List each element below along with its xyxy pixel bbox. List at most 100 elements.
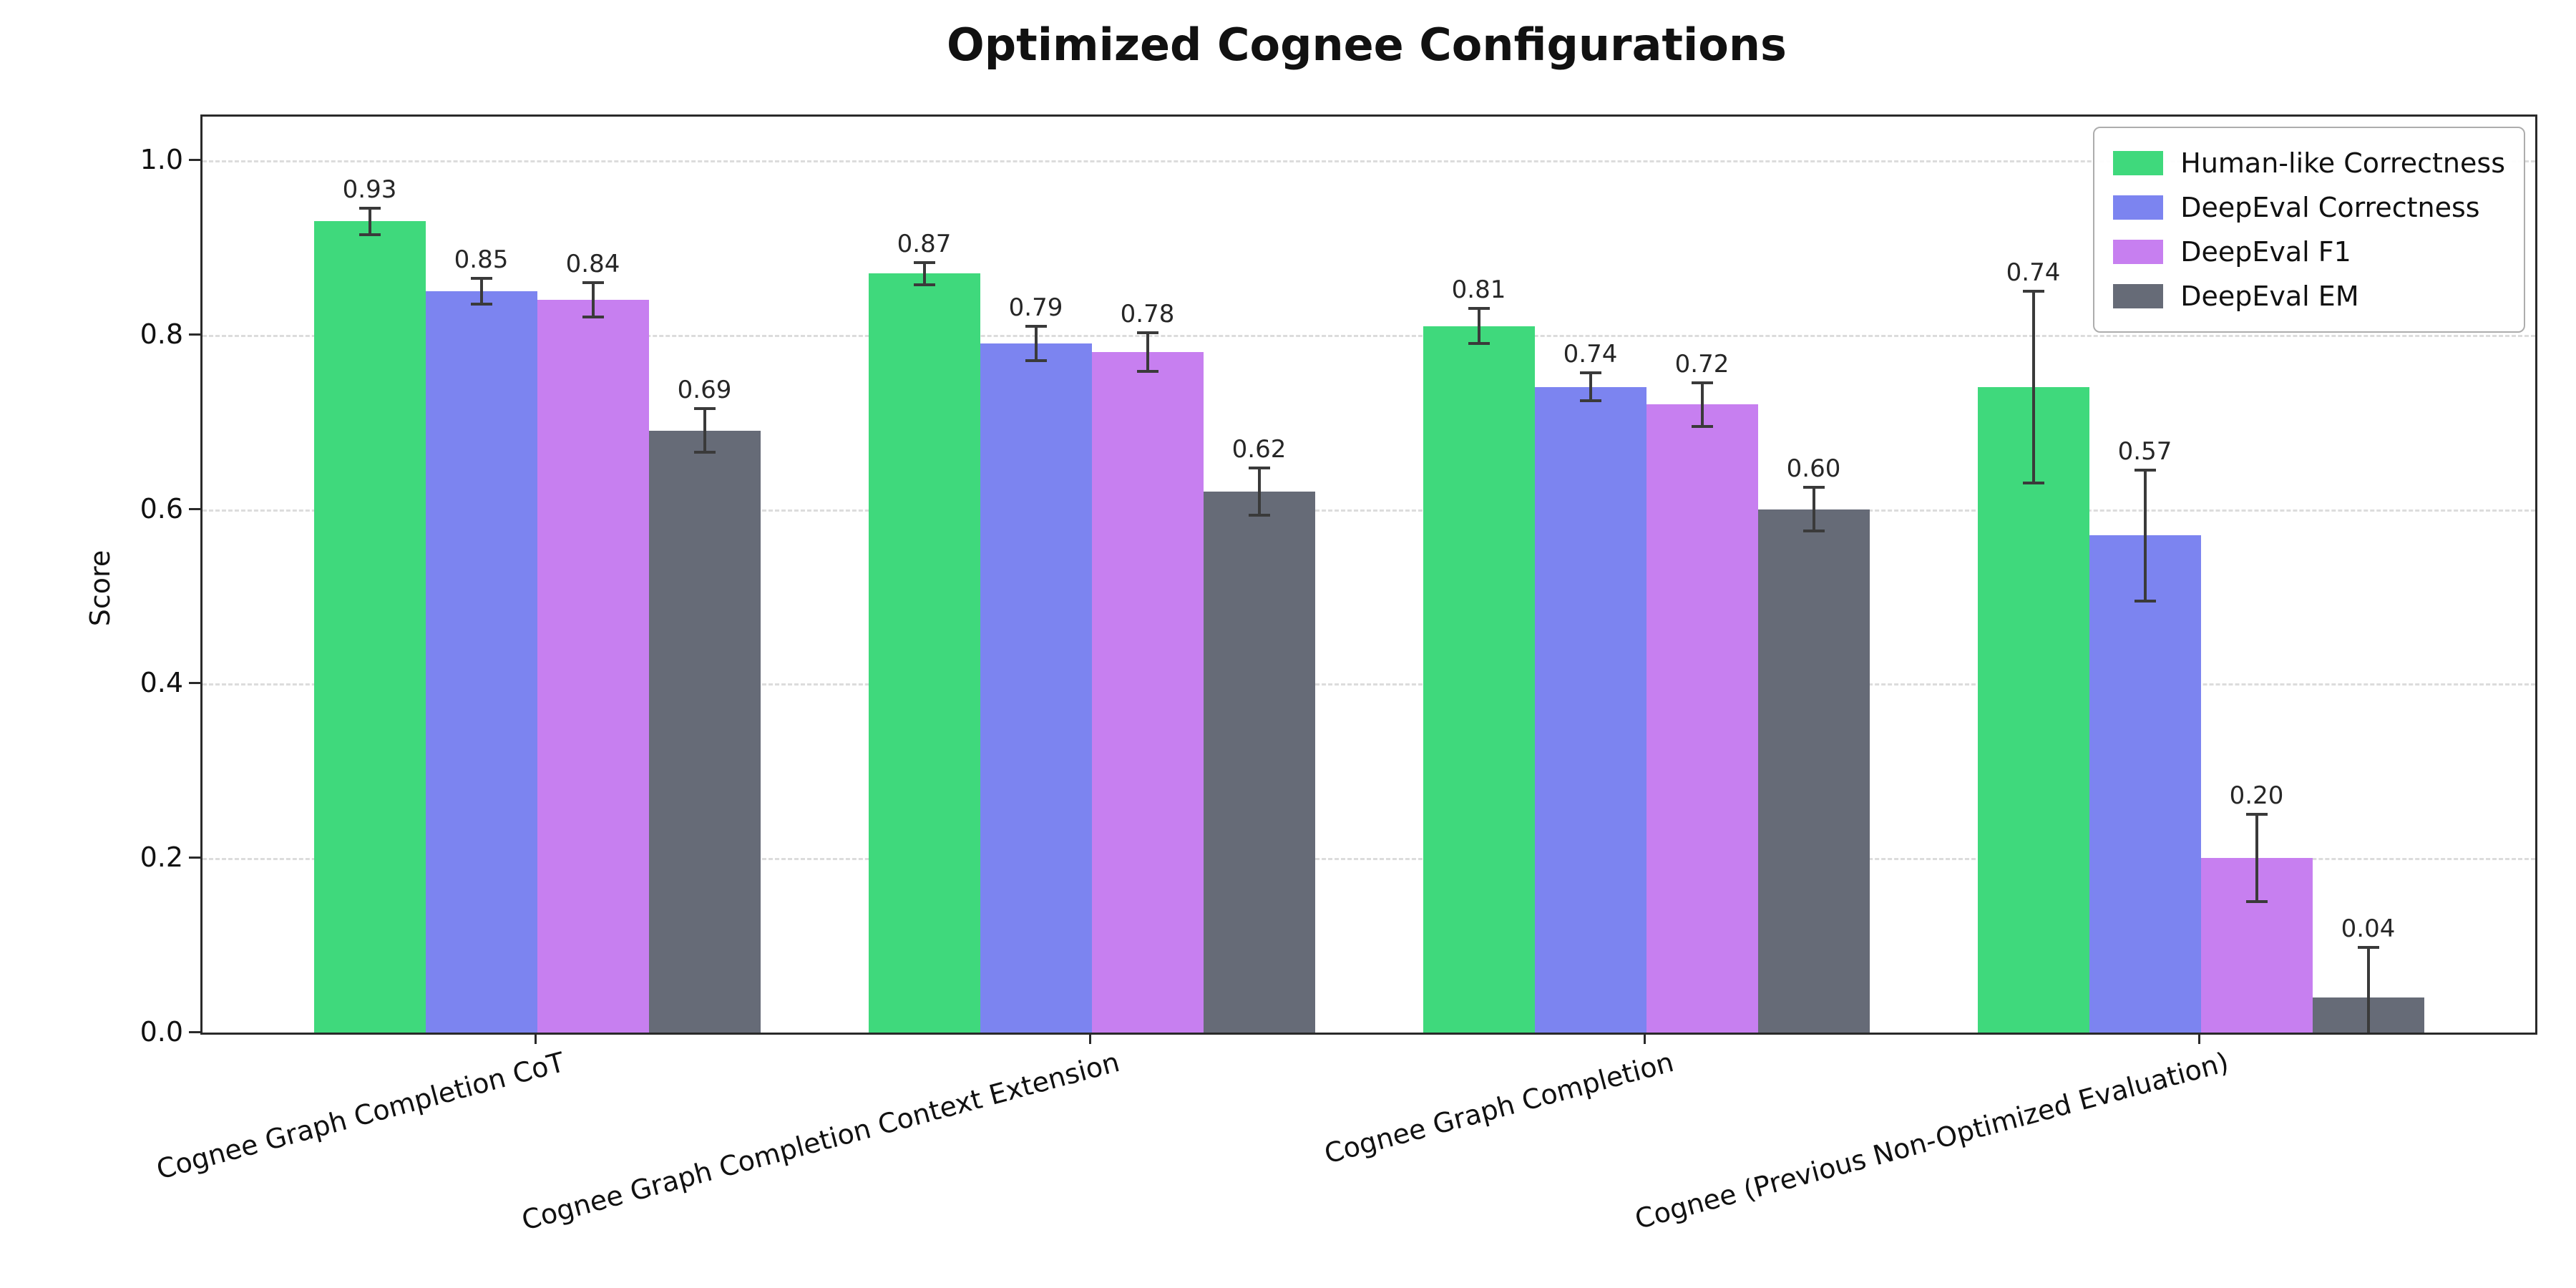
error-bar-cap-top [1691, 381, 1713, 384]
bar-value-label: 0.81 [1451, 275, 1506, 305]
bar-human-like-correctness [1423, 326, 1535, 1033]
y-gridline [203, 683, 2535, 686]
bar-value-label: 0.84 [565, 249, 620, 278]
x-tick-label: Cognee (Previous Non-Optimized Evaluatio… [1631, 1046, 2232, 1236]
y-tick-label: 0.8 [140, 318, 183, 350]
y-tick-mark [189, 333, 200, 336]
error-bar-cap-bottom [2245, 900, 2268, 904]
bar-value-label: 0.57 [2117, 436, 2172, 466]
bar-value-label: 0.20 [2229, 781, 2284, 811]
y-tick-label: 1.0 [140, 143, 183, 175]
y-tick-mark [189, 857, 200, 859]
error-bar-cap-top [358, 207, 381, 210]
bar-value-label: 0.69 [677, 376, 732, 405]
legend-item: DeepEval EM [2113, 274, 2505, 318]
x-tick-mark [2197, 1033, 2200, 1044]
x-tick-mark [534, 1033, 537, 1044]
error-bar-cap-bottom [582, 316, 604, 319]
error-bar-cap-top [2022, 289, 2044, 293]
error-bar [2255, 814, 2258, 902]
x-tick-label: Cognee Graph Completion CoT [153, 1046, 568, 1186]
error-bar-cap-bottom [470, 303, 492, 306]
y-gridline [203, 509, 2535, 512]
error-bar-cap-bottom [1579, 399, 1601, 403]
bar-deepeval-em [1203, 492, 1315, 1033]
y-tick-mark [189, 507, 200, 510]
bar-value-label: 0.87 [897, 229, 952, 258]
error-bar-cap-top [693, 407, 716, 411]
error-bar-cap-top [470, 276, 492, 280]
x-tick-label: Cognee Graph Completion [1321, 1046, 1677, 1170]
bar-value-label: 0.93 [342, 175, 397, 204]
error-bar-cap-top [582, 280, 604, 284]
y-tick-mark [189, 1031, 200, 1033]
bar-deepeval-em [1757, 509, 1870, 1033]
error-bar-cap-bottom [1025, 359, 1047, 363]
y-gridline [203, 160, 2535, 162]
error-bar-cap-top [2357, 945, 2379, 949]
error-bar-cap-top [1468, 307, 1490, 311]
error-bar-cap-bottom [1468, 341, 1490, 345]
bar-value-label: 0.85 [454, 245, 509, 274]
error-bar-cap-bottom [1802, 530, 1825, 533]
bar-value-label: 0.60 [1786, 454, 1841, 484]
bar-value-label: 0.72 [1674, 349, 1729, 379]
error-bar-cap-bottom [358, 233, 381, 236]
y-tick-label: 0.2 [140, 841, 183, 874]
error-bar-cap-bottom [1691, 424, 1713, 428]
y-tick-mark [189, 158, 200, 161]
bar-deepeval-correctness [2089, 535, 2201, 1033]
error-bar-cap-top [1579, 371, 1601, 375]
legend-swatch [2113, 195, 2164, 220]
legend-label: Human-like Correctness [2180, 147, 2505, 179]
error-bar [368, 208, 371, 235]
error-bar-cap-bottom [2022, 482, 2044, 484]
error-bar-cap-top [913, 260, 935, 264]
legend-swatch [2113, 151, 2164, 175]
bar-human-like-correctness [868, 273, 980, 1033]
error-bar [1257, 468, 1261, 516]
bar-deepeval-correctness [425, 291, 537, 1033]
error-bar [591, 282, 595, 318]
error-bar [922, 262, 926, 286]
legend: Human-like Correctness DeepEval Correctne… [2093, 127, 2525, 333]
legend-swatch [2113, 240, 2164, 264]
x-tick-mark [1088, 1033, 1091, 1044]
error-bar-cap-top [1248, 467, 1270, 470]
bar-human-like-correctness [313, 221, 426, 1033]
error-bar [703, 409, 706, 453]
error-bar [1812, 487, 1815, 532]
error-bar-cap-top [1136, 331, 1158, 335]
error-bar [1146, 333, 1149, 371]
bar-value-label: 0.74 [2006, 258, 2061, 287]
error-bar-cap-top [2245, 813, 2268, 816]
x-tick-mark [1643, 1033, 1646, 1044]
bar-deepeval-f1 [1646, 404, 1758, 1033]
bar-deepeval-f1 [1091, 352, 1204, 1033]
y-gridline [203, 858, 2535, 861]
bar-value-label: 0.78 [1120, 300, 1175, 329]
error-bar [2031, 291, 2035, 483]
bar-deepeval-em [648, 430, 761, 1033]
legend-label: DeepEval EM [2180, 280, 2359, 312]
legend-label: DeepEval F1 [2180, 236, 2351, 268]
bar-value-label: 0.62 [1231, 435, 1287, 464]
error-bar [2366, 947, 2370, 1033]
y-tick-label: 0.6 [140, 492, 183, 525]
bar-value-label: 0.79 [1008, 293, 1063, 322]
error-bar-cap-bottom [693, 451, 716, 454]
error-bar-cap-top [1802, 486, 1825, 489]
error-bar-cap-bottom [1248, 514, 1270, 517]
y-tick-mark [189, 682, 200, 685]
legend-label: DeepEval Correctness [2180, 192, 2480, 223]
bar-human-like-correctness [1977, 386, 2089, 1033]
error-bar-cap-bottom [2134, 599, 2156, 602]
error-bar [1589, 373, 1592, 401]
error-bar [1700, 382, 1704, 426]
y-tick-label: 0.4 [140, 667, 183, 699]
x-tick-label: Cognee Graph Completion Context Extensio… [518, 1046, 1123, 1236]
error-bar-cap-top [2134, 468, 2156, 472]
error-bar [1477, 308, 1480, 343]
y-axis-label: Score [84, 550, 116, 627]
